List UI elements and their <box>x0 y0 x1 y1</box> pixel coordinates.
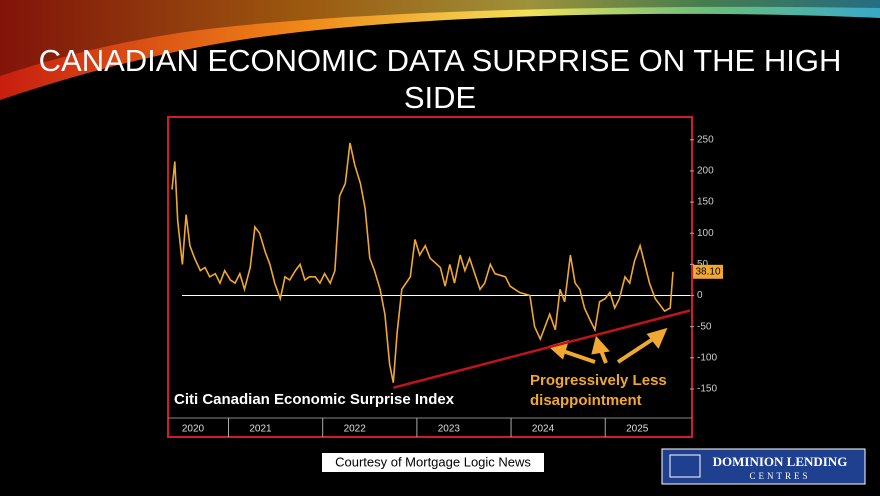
last-value-label: 38.10 <box>695 266 720 277</box>
series-label: Citi Canadian Economic Surprise Index <box>174 391 455 408</box>
x-tick-label: 2022 <box>344 424 367 435</box>
y-tick-label: -150 <box>697 384 717 395</box>
x-tick-label: 2020 <box>182 424 205 435</box>
swoosh <box>0 0 880 100</box>
y-tick-label: 0 <box>697 290 703 301</box>
y-tick-label: -50 <box>697 321 712 332</box>
x-tick-label: 2025 <box>626 424 649 435</box>
y-tick-label: -100 <box>697 352 717 363</box>
y-tick-label: 100 <box>697 228 714 239</box>
annotation: disappointment <box>530 392 642 409</box>
credit: Courtesy of Mortgage Logic News <box>335 454 531 469</box>
credit-box <box>322 453 544 472</box>
x-tick-label: 2023 <box>438 424 461 435</box>
y-tick-label: 150 <box>697 197 714 208</box>
logo-name: Dominion Lending <box>713 454 848 469</box>
logo-icon <box>669 454 701 478</box>
y-tick-label: 200 <box>697 166 714 177</box>
last-value-box <box>693 264 723 279</box>
logo-box <box>661 448 866 485</box>
y-tick-label: 250 <box>697 134 714 145</box>
chart-frame <box>167 116 693 438</box>
series-line <box>171 142 674 383</box>
swoosh-shade <box>0 0 880 76</box>
x-tick-label: 2024 <box>532 424 555 435</box>
slide-title: CANADIAN ECONOMIC DATA SURPRISE ON THE H… <box>38 43 842 115</box>
y-tick-label: 50 <box>697 259 709 270</box>
x-tick-label: 2021 <box>249 424 272 435</box>
trendline <box>393 309 691 389</box>
annotation: Progressively Less <box>530 372 667 389</box>
logo-sub: CENTRES <box>749 471 810 481</box>
